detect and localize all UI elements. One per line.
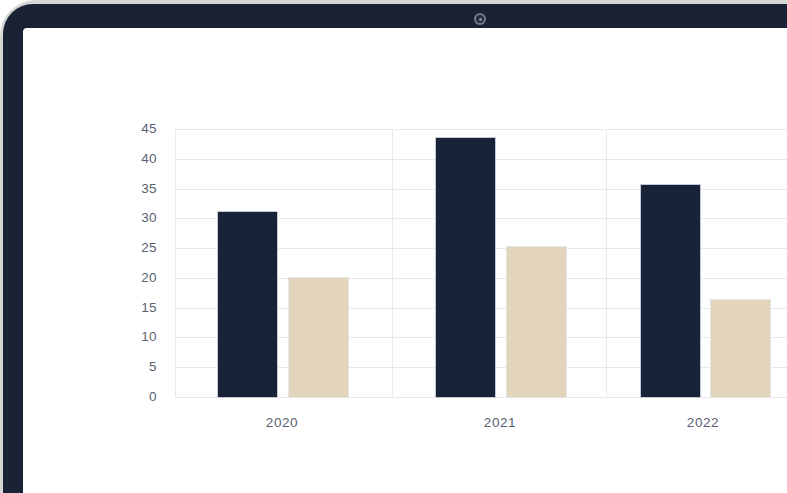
bar-navy-2022	[640, 184, 701, 398]
x-tick-label-2021: 2021	[455, 415, 545, 430]
bar-beige-2021	[506, 246, 567, 398]
bar-navy-2020	[217, 211, 278, 398]
bar-beige-2022	[710, 299, 771, 398]
x-tick-label-2022: 2022	[658, 415, 748, 430]
y-tick-label-35: 35	[111, 181, 157, 196]
bar-beige-2020	[288, 277, 349, 398]
y-tick-label-30: 30	[111, 210, 157, 225]
y-tick-label-10: 10	[111, 329, 157, 344]
y-tick-label-40: 40	[111, 151, 157, 166]
laptop-mockup: 0 5 10 15 20 25 30 35 40 45 2020 2021 2022	[0, 0, 787, 493]
bar-navy-2021	[435, 137, 496, 398]
gridline-v-2	[606, 130, 607, 398]
gridline-v-1	[392, 130, 393, 398]
y-tick-label-25: 25	[111, 240, 157, 255]
y-tick-label-0: 0	[111, 389, 157, 404]
y-tick-label-45: 45	[111, 121, 157, 136]
y-tick-label-15: 15	[111, 300, 157, 315]
y-tick-label-5: 5	[111, 359, 157, 374]
bar-chart: 0 5 10 15 20 25 30 35 40 45 2020 2021 2022	[0, 0, 787, 493]
x-tick-label-2020: 2020	[237, 415, 327, 430]
gridline-h-45	[175, 129, 787, 130]
y-tick-label-20: 20	[111, 270, 157, 285]
gridline-v-0	[175, 130, 176, 398]
